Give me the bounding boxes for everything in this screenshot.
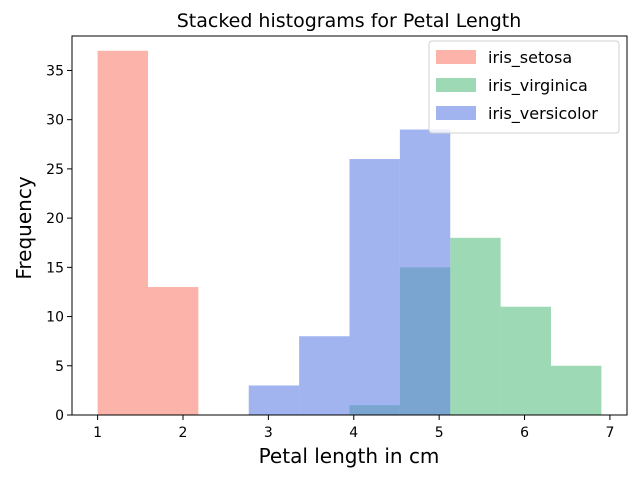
x-tick-label: 1: [93, 425, 102, 441]
y-tick-label: 25: [46, 162, 64, 178]
y-ticks: 0 5 10 15 20 25 30 35: [46, 63, 72, 424]
x-tick-label: 7: [605, 425, 614, 441]
bar-iris_versicolor-bin-6: [399, 129, 451, 416]
y-tick-label: 5: [55, 359, 64, 375]
bar-iris_virginica-bin-7: [450, 237, 501, 415]
legend: iris_setosa iris_virginica iris_versicolor: [428, 40, 620, 134]
y-tick-label: 15: [46, 260, 64, 276]
x-tick-label: 5: [435, 425, 444, 441]
y-tick-label: 0: [55, 408, 64, 424]
bar-iris_virginica-bin-9: [551, 365, 602, 415]
axes-frame: [71, 35, 628, 416]
legend-frame: [428, 40, 620, 134]
x-tick-label: 2: [179, 425, 188, 441]
x-axis-label: Petal length in cm: [259, 444, 440, 468]
y-tick-label: 30: [46, 113, 64, 129]
bar-iris_virginica-bin-8: [500, 306, 552, 415]
x-ticks: 1 2 3 4 5 6 7: [93, 415, 614, 441]
x-tick-label: 4: [349, 425, 358, 441]
legend-label-iris_setosa: iris_setosa: [488, 48, 572, 68]
bars-layer: [97, 50, 602, 416]
bar-iris_setosa-bin-0: [97, 50, 148, 415]
x-tick-label: 3: [264, 425, 273, 441]
legend-swatch-iris_versicolor: [436, 106, 476, 120]
legend-swatch-iris_virginica: [436, 78, 476, 92]
legend-label-iris_virginica: iris_virginica: [488, 76, 588, 96]
y-tick-label: 20: [46, 211, 64, 227]
legend-label-iris_versicolor: iris_versicolor: [488, 104, 598, 124]
x-tick-label: 6: [520, 425, 529, 441]
y-tick-label: 35: [46, 63, 64, 79]
bar-iris_versicolor-bin-4: [299, 336, 350, 415]
bar-iris_versicolor-bin-5: [349, 159, 400, 415]
bar-iris_versicolor-bin-3: [248, 385, 300, 415]
chart-title: Stacked histograms for Petal Length: [177, 10, 522, 32]
bar-iris_setosa-bin-1: [147, 287, 199, 415]
y-axis-label: Frequency: [12, 176, 36, 279]
legend-swatch-iris_setosa: [436, 50, 476, 64]
y-tick-label: 10: [46, 310, 64, 326]
